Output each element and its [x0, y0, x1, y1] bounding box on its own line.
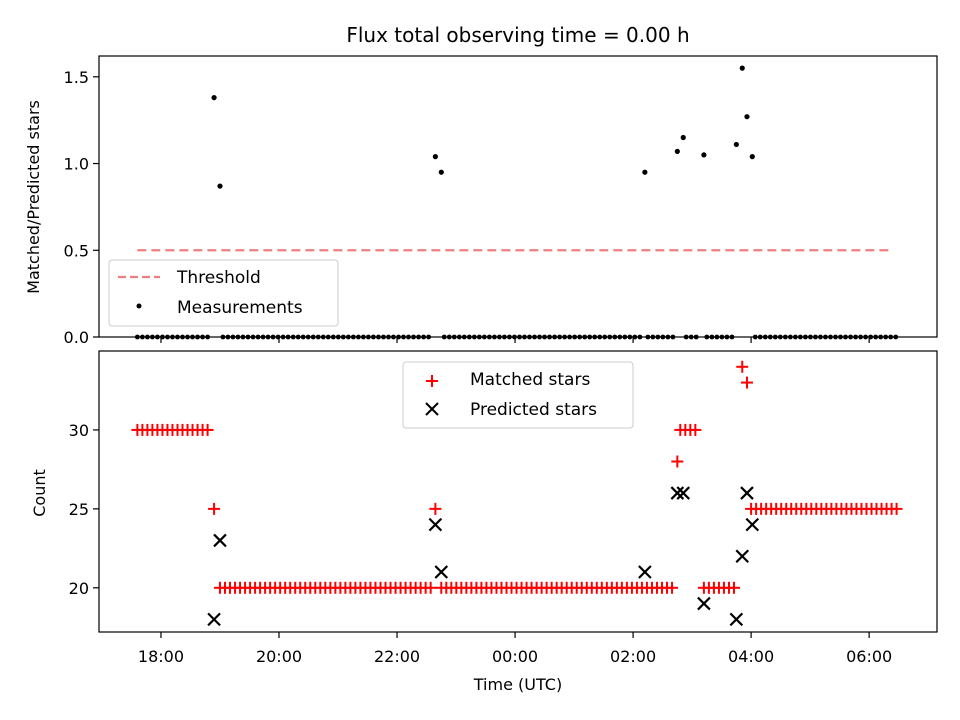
matched-star-marker [671, 455, 684, 468]
predicted-star-marker [740, 486, 754, 500]
ratio-panel: 0.0 0.5 1.0 1.5 Matched/Predicted stars Thr… [24, 55, 938, 347]
x-tick-label: 06:00 [846, 647, 892, 666]
matched-star-marker [429, 502, 442, 515]
count-y-tick-label: 25 [69, 500, 89, 519]
predicted-star-marker [745, 517, 760, 532]
matched-star-marker [740, 376, 753, 389]
count-plot-area [131, 360, 903, 627]
predicted-star-marker [676, 486, 691, 500]
x-tick-label: 18:00 [138, 647, 184, 666]
matched-star-marker [424, 581, 437, 594]
measurement-point [739, 65, 745, 71]
legend-measurements-swatch [136, 303, 142, 309]
ratio-y-tick-label: 0.0 [64, 328, 89, 347]
chart-title: Flux total observing time = 0.00 h [346, 23, 689, 47]
predicted-star-marker [670, 486, 685, 500]
matched-star-marker [208, 502, 221, 515]
x-tick-label: 00:00 [492, 647, 538, 666]
legend-measurements-label: Measurements [177, 298, 303, 318]
predicted-star-marker [729, 612, 744, 627]
x-tick-label: 22:00 [374, 647, 420, 666]
matched-star-marker [727, 581, 740, 594]
count-x-axis: 18:00 20:00 22:00 00:00 02:00 04:00 06:00 [138, 632, 892, 666]
legend-threshold-label: Threshold [176, 268, 261, 288]
x-tick-label: 02:00 [610, 647, 656, 666]
predicted-star-marker [434, 565, 449, 579]
legend-matched-swatch [426, 375, 438, 387]
predicted-star-marker [428, 517, 443, 532]
ratio-x-axis [160, 337, 870, 343]
measurement-point [211, 95, 217, 101]
measurement-point [438, 169, 444, 175]
ratio-legend-box [108, 259, 339, 327]
count-legend: Matched stars Predicted stars [402, 361, 634, 429]
matched-star-marker [689, 423, 702, 436]
ratio-y-tick-label: 1.5 [64, 68, 89, 87]
count-y-axis-label: Count [30, 469, 49, 517]
predicted-star-marker [207, 612, 221, 627]
measurement-point [744, 114, 750, 120]
x-axis-label: Time (UTC) [473, 675, 562, 694]
measurement-point [642, 169, 648, 175]
predicted-star-marker [638, 565, 652, 579]
ratio-legend: Threshold Measurements [108, 259, 339, 327]
x-tick-label: 04:00 [728, 647, 774, 666]
predicted-star-marker [697, 596, 711, 611]
matched-star-marker [666, 581, 679, 594]
count-y-tick-label: 30 [69, 421, 89, 440]
predicted-star-marker [213, 533, 227, 548]
measurement-point [680, 134, 686, 141]
count-legend-box [402, 361, 634, 429]
matched-star-marker [201, 423, 214, 436]
legend-predicted-label: Predicted stars [470, 400, 597, 420]
measurement-point [733, 141, 739, 148]
measurement-point [674, 148, 680, 155]
matched-star-marker [890, 502, 903, 515]
matched-star-marker [736, 360, 749, 373]
count-y-axis: 20 25 30 [69, 421, 99, 598]
measurement-point [217, 183, 223, 189]
ratio-y-tick-label: 1.0 [64, 155, 89, 174]
ratio-y-axis: 0.0 0.5 1.0 1.5 [64, 68, 99, 347]
measurement-point [749, 154, 755, 160]
legend-matched-label: Matched stars [470, 370, 590, 390]
measurement-point [432, 154, 438, 160]
count-panel-frame [98, 350, 938, 633]
count-panel: 20 25 30 18:00 20:00 22:00 00:00 02:00 04:00 06:… [30, 350, 938, 694]
ratio-y-tick-label: 0.5 [64, 241, 89, 260]
ratio-panel-frame [98, 55, 938, 338]
x-tick-label: 20:00 [256, 647, 302, 666]
ratio-y-axis-label: Matched/Predicted stars [24, 100, 43, 294]
measurement-point [701, 152, 707, 158]
count-y-tick-label: 20 [69, 579, 89, 598]
legend-predicted-swatch [425, 402, 439, 416]
predicted-star-marker [735, 549, 750, 564]
